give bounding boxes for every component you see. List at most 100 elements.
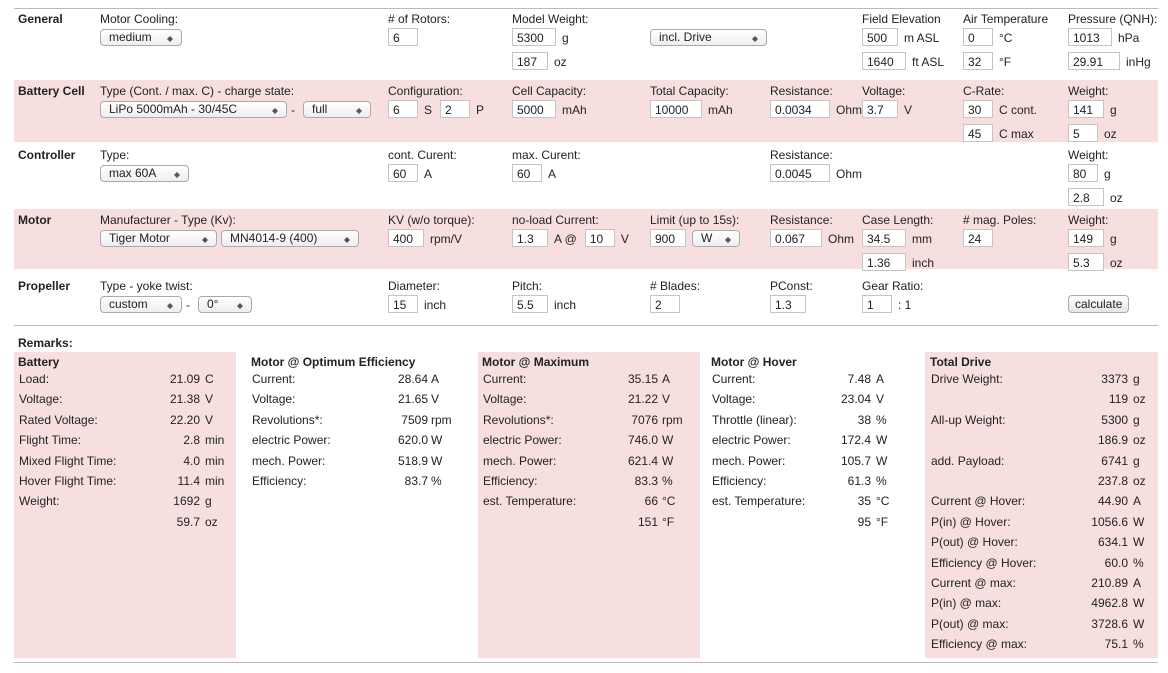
text-input[interactable]: 0 <box>963 28 993 46</box>
text-input[interactable]: 187 <box>512 52 548 70</box>
text-input[interactable]: 10 <box>584 229 615 247</box>
result-unit: % <box>662 474 673 488</box>
unit-label: inch <box>554 298 577 312</box>
result-unit: A <box>1133 576 1142 590</box>
result-title: Motor @ Maximum <box>482 355 590 369</box>
field-label: cont. Curent: <box>388 148 457 162</box>
text-input[interactable]: 5.3 <box>1068 253 1104 271</box>
result-label: mech. Power: <box>483 453 557 468</box>
text-input[interactable]: 400 <box>388 229 424 247</box>
text-input[interactable]: 0.0045 <box>770 164 830 182</box>
text-input[interactable]: 500 <box>862 28 898 46</box>
result-value: 11.4 <box>177 474 200 488</box>
text-input[interactable]: 5000 <box>512 100 556 118</box>
text-input[interactable]: 149 <box>1068 229 1104 247</box>
result-label: Drive Weight: <box>931 372 1003 386</box>
text-input[interactable]: 0.067 <box>770 229 822 247</box>
text-input[interactable]: 2 <box>650 295 680 313</box>
field-label: Motor Cooling: <box>100 12 179 26</box>
dropdown[interactable]: Tiger Motor <box>100 230 217 247</box>
dropdown[interactable]: full <box>303 101 371 118</box>
result-label: Flight Time: <box>19 433 82 448</box>
result-label: electric Power: <box>712 433 791 448</box>
field-label: Diameter: <box>388 279 441 293</box>
result-value: 2.8 <box>183 433 200 448</box>
text-input[interactable]: 6 <box>388 28 418 46</box>
text-input[interactable]: 5300 <box>512 28 556 46</box>
result-value: 23.04 <box>840 392 871 407</box>
dropdown[interactable]: W <box>692 230 740 247</box>
text-input[interactable]: 5 <box>1068 124 1098 142</box>
result-value: 21.22 <box>627 392 658 407</box>
text-input[interactable]: 141 <box>1068 100 1104 118</box>
result-unit: min <box>205 453 225 468</box>
text-input[interactable]: 34.5 <box>862 229 906 247</box>
text-input[interactable]: 1640 <box>862 52 906 70</box>
result-label: Efficiency @ max: <box>931 637 1027 652</box>
field-label: no-load Current: <box>512 213 599 227</box>
dropdown[interactable]: LiPo 5000mAh - 30/45C <box>100 101 287 118</box>
text-input[interactable]: 60 <box>388 164 418 182</box>
result-value: 620.0 <box>397 433 428 448</box>
result-value: 35 <box>857 494 871 509</box>
text-input[interactable]: 1.3 <box>770 295 806 313</box>
result-unit: % <box>1133 637 1144 652</box>
field-label: # Blades: <box>650 279 701 293</box>
text-input[interactable]: 29.91 <box>1068 52 1120 70</box>
result-unit: oz <box>1133 474 1146 488</box>
dropdown[interactable]: incl. Drive <box>650 29 767 46</box>
result-unit: min <box>205 474 225 488</box>
unit-label: V <box>620 232 629 246</box>
field-label: Weight: <box>1068 148 1109 162</box>
text-input[interactable]: 3.7 <box>862 100 898 118</box>
result-unit: °C <box>876 494 890 509</box>
unit-label: Ohm <box>836 167 863 181</box>
text-input[interactable]: 1.3 <box>512 229 548 247</box>
section-title: General <box>18 12 63 26</box>
result-value: 237.8 <box>1097 474 1128 488</box>
field-label: Gear Ratio: <box>862 279 924 293</box>
unit-label: - <box>291 103 295 117</box>
text-input[interactable]: 60 <box>512 164 542 182</box>
text-input[interactable]: 1.36 <box>862 253 906 271</box>
unit-label: P <box>476 103 485 117</box>
text-input[interactable]: 32 <box>963 52 993 70</box>
dropdown[interactable]: max 60A <box>100 165 189 182</box>
text-input[interactable]: 45 <box>963 124 993 142</box>
text-input[interactable]: 10000 <box>650 100 702 118</box>
unit-label: g <box>562 31 569 45</box>
result-label: P(out) @ max: <box>931 616 1009 631</box>
result-label: Voltage: <box>252 392 296 407</box>
result-unit: g <box>205 494 212 509</box>
unit-label: oz <box>1104 127 1117 141</box>
result-value: 95 <box>857 514 871 529</box>
text-input[interactable]: 5.5 <box>512 295 548 313</box>
text-input[interactable]: 2.8 <box>1068 188 1104 206</box>
text-input[interactable]: 0.0034 <box>770 100 830 118</box>
text-input[interactable]: 6 <box>388 100 418 118</box>
text-input[interactable]: 30 <box>963 100 993 118</box>
text-input[interactable]: 2 <box>440 100 471 118</box>
result-label: est. Temperature: <box>712 494 806 509</box>
text-input[interactable]: 900 <box>650 229 686 247</box>
unit-label: V <box>904 103 913 117</box>
field-label: KV (w/o torque): <box>388 213 475 227</box>
text-input[interactable]: 1013 <box>1068 28 1112 46</box>
dropdown[interactable]: 0° <box>198 296 252 313</box>
field-label: Limit (up to 15s): <box>650 213 740 227</box>
result-value: 66 <box>644 494 658 509</box>
result-label: Hover Flight Time: <box>19 474 117 488</box>
dropdown[interactable]: medium <box>100 29 182 46</box>
dropdown[interactable]: MN4014-9 (400) <box>221 230 359 247</box>
result-unit: % <box>876 412 887 427</box>
calculate-button[interactable]: calculate <box>1068 295 1130 313</box>
result-label: electric Power: <box>483 433 562 448</box>
text-input[interactable]: 80 <box>1068 164 1098 182</box>
text-input[interactable]: 1 <box>862 295 892 313</box>
field-label: Resistance: <box>770 148 833 162</box>
dropdown[interactable]: custom <box>100 296 182 313</box>
text-input[interactable]: 24 <box>963 229 993 247</box>
text-input[interactable]: 15 <box>388 295 418 313</box>
result-band <box>925 352 1158 658</box>
result-label: Current @ max: <box>931 576 1016 590</box>
